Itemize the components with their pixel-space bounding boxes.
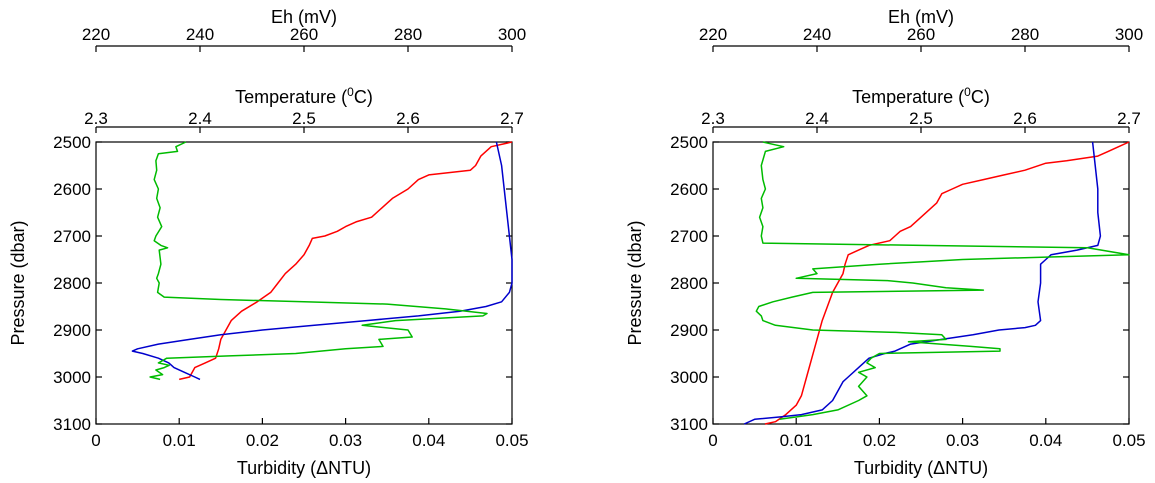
turbidity-tick-label: 0.03 <box>329 431 362 450</box>
eh-tick-label: 220 <box>699 25 727 44</box>
eh-tick-label: 240 <box>803 25 831 44</box>
chart-panel-left: 220 240 260 280 300 Eh (mV) 2.3 2.4 2.5 2.6 2.7 Tem… <box>8 7 529 478</box>
turbidity-tick-label: 0 <box>91 431 100 450</box>
plot-frame <box>712 141 1130 425</box>
turbidity-tick-label: 0.01 <box>780 431 813 450</box>
pressure-tick-label: 2600 <box>53 180 91 199</box>
chart-panel-right: 220 240 260 280 300 Eh (mV) 2.3 2.4 2.5 2.6 2.7 Tem… <box>625 7 1146 478</box>
eh-axis-title: Eh (mV) <box>271 7 337 27</box>
temperature-tick-label: 2.4 <box>805 109 829 128</box>
turbidity-tick-label: 0 <box>708 431 717 450</box>
eh-tick-label: 280 <box>394 25 422 44</box>
turbidity-axis-title: Turbidity (ΔNTU) <box>854 458 988 478</box>
pressure-tick-label: 2700 <box>53 227 91 246</box>
pressure-tick-label: 2500 <box>53 133 91 152</box>
turbidity-axis-title: Turbidity (ΔNTU) <box>237 458 371 478</box>
turbidity-series-line <box>755 141 1130 421</box>
pressure-tick-label: 2800 <box>53 274 91 293</box>
temperature-tick-label: 2.4 <box>188 109 212 128</box>
pressure-tick-label: 2900 <box>670 321 708 340</box>
eh-tick-label: 220 <box>82 25 110 44</box>
eh-tick-label: 260 <box>907 25 935 44</box>
temperature-tick-label: 2.5 <box>909 109 933 128</box>
turbidity-tick-label: 0.04 <box>412 431 445 450</box>
temperature-tick-label: 2.3 <box>84 109 108 128</box>
turbidity-tick-label: 0.02 <box>863 431 896 450</box>
pressure-tick-label: 2900 <box>53 321 91 340</box>
temperature-tick-label: 2.6 <box>396 109 420 128</box>
temperature-series-line <box>764 141 1130 425</box>
temperature-tick-label: 2.7 <box>500 109 524 128</box>
turbidity-tick-label: 0.05 <box>1112 431 1145 450</box>
eh-tick-label: 260 <box>290 25 318 44</box>
turbidity-tick-label: 0.03 <box>946 431 979 450</box>
eh-series-line <box>743 141 1102 425</box>
pressure-axis-title: Pressure (dbar) <box>625 220 645 345</box>
pressure-axis-title: Pressure (dbar) <box>8 220 28 345</box>
temperature-tick-label: 2.7 <box>1117 109 1141 128</box>
temperature-tick-label: 2.3 <box>701 109 725 128</box>
pressure-tick-label: 3000 <box>670 368 708 387</box>
turbidity-tick-label: 0.02 <box>246 431 279 450</box>
temperature-tick-label: 2.6 <box>1013 109 1037 128</box>
pressure-tick-label: 2800 <box>670 274 708 293</box>
temperature-axis-title: Temperature (0C) <box>235 85 373 107</box>
eh-tick-label: 300 <box>1115 25 1143 44</box>
pressure-tick-label: 3100 <box>670 415 708 434</box>
eh-tick-label: 240 <box>186 25 214 44</box>
pressure-tick-label: 2500 <box>670 133 708 152</box>
pressure-tick-label: 2600 <box>670 180 708 199</box>
pressure-tick-label: 2700 <box>670 227 708 246</box>
eh-axis-title: Eh (mV) <box>888 7 954 27</box>
turbidity-tick-label: 0.04 <box>1029 431 1062 450</box>
turbidity-series-line <box>149 141 488 381</box>
eh-tick-label: 280 <box>1011 25 1039 44</box>
eh-series-line <box>131 141 513 381</box>
temperature-tick-label: 2.5 <box>292 109 316 128</box>
temperature-series-line <box>179 141 513 381</box>
pressure-tick-label: 3100 <box>53 415 91 434</box>
temperature-axis-title: Temperature (0C) <box>852 85 990 107</box>
turbidity-tick-label: 0.01 <box>163 431 196 450</box>
turbidity-tick-label: 0.05 <box>495 431 528 450</box>
pressure-tick-label: 3000 <box>53 368 91 387</box>
eh-tick-label: 300 <box>498 25 526 44</box>
